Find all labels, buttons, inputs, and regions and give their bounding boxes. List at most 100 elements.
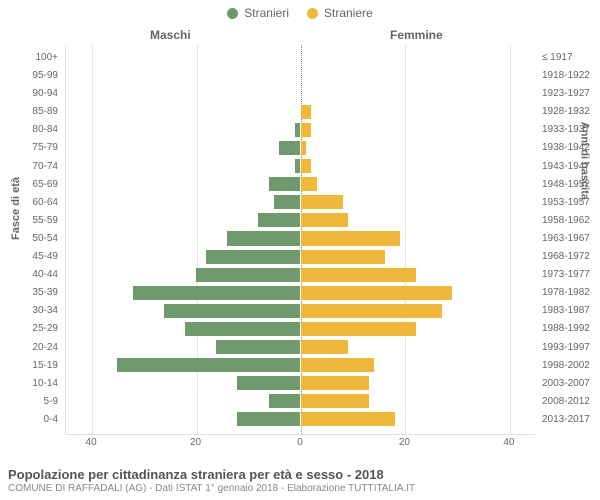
bar-female [301,231,400,245]
y-right-tick: 1948-1952 [538,176,600,194]
y-left-tick: 55-59 [0,212,62,230]
bar-male [269,394,300,408]
y-right-tick: 1918-1922 [538,67,600,85]
chart-container: Stranieri Straniere Maschi Femmine Fasce… [0,0,600,500]
pyramid-row [66,284,535,302]
bar-female [301,376,369,390]
pyramid-row [66,375,535,393]
pyramid-row [66,85,535,103]
bar-male [133,286,300,300]
y-right-tick: 1943-1947 [538,158,600,176]
bar-male [269,177,300,191]
bar-male [216,340,300,354]
y-left-tick: 70-74 [0,158,62,176]
x-tick-label: 0 [297,437,303,448]
bar-female [301,412,395,426]
bar-male [237,412,300,426]
y-right-tick: 1968-1972 [538,248,600,266]
bar-female [301,195,343,209]
y-right-tick: 1978-1982 [538,284,600,302]
pyramid-row [66,411,535,429]
pyramid-row [66,67,535,85]
pyramid-row [66,158,535,176]
bar-male [295,123,300,137]
bar-female [301,322,416,336]
legend-item-male: Stranieri [227,6,289,20]
footer: Popolazione per cittadinanza straniera p… [8,467,592,494]
y-right-tick: 1923-1927 [538,85,600,103]
x-tick-label: 40 [503,437,514,448]
pyramid-row [66,357,535,375]
y-left-tick: 100+ [0,49,62,67]
pyramid-row [66,339,535,357]
plot-area [65,45,535,435]
y-left-tick: 90-94 [0,85,62,103]
pyramid-row [66,139,535,157]
bar-female [301,213,348,227]
y-left-tick: 40-44 [0,266,62,284]
y-axis-left-ticks: 100+95-9990-9485-8980-8475-7970-7465-696… [0,45,62,435]
legend-item-female: Straniere [307,6,373,20]
bar-female [301,304,442,318]
bar-male [196,268,300,282]
bar-female [301,394,369,408]
y-right-tick: 2008-2012 [538,393,600,411]
y-left-tick: 50-54 [0,230,62,248]
y-left-tick: 25-29 [0,320,62,338]
legend-label-female: Straniere [324,6,373,20]
y-right-tick: 1938-1942 [538,139,600,157]
y-left-tick: 35-39 [0,284,62,302]
y-left-tick: 30-34 [0,302,62,320]
bar-male [117,358,300,372]
y-left-tick: 65-69 [0,176,62,194]
legend-swatch-male [227,8,238,19]
bar-female [301,358,374,372]
y-right-tick: 1958-1962 [538,212,600,230]
y-left-tick: 45-49 [0,248,62,266]
bar-female [301,250,385,264]
y-right-tick: 1998-2002 [538,357,600,375]
y-left-tick: 85-89 [0,103,62,121]
pyramid-row [66,248,535,266]
bar-male [164,304,300,318]
y-left-tick: 15-19 [0,357,62,375]
bar-female [301,123,311,137]
y-left-tick: 0-4 [0,411,62,429]
x-tick-label: 20 [399,437,410,448]
bar-male [274,195,300,209]
x-tick-label: 20 [190,437,201,448]
y-right-tick: 1983-1987 [538,302,600,320]
pyramid-row [66,266,535,284]
header-female: Femmine [390,28,443,42]
pyramid-row [66,320,535,338]
y-right-tick: 1988-1992 [538,320,600,338]
bar-female [301,105,311,119]
bar-female [301,340,348,354]
bar-female [301,141,306,155]
y-right-tick: 1993-1997 [538,339,600,357]
bar-male [279,141,300,155]
pyramid-row [66,49,535,67]
y-left-tick: 20-24 [0,339,62,357]
pyramid-row [66,194,535,212]
bar-female [301,268,416,282]
y-left-tick: 75-79 [0,139,62,157]
y-right-tick: 1953-1957 [538,194,600,212]
bar-male [206,250,300,264]
y-left-tick: 10-14 [0,375,62,393]
pyramid-row [66,176,535,194]
bar-male [227,231,300,245]
bar-male [237,376,300,390]
pyramid-row [66,302,535,320]
bar-female [301,286,452,300]
y-axis-right-ticks: ≤ 19171918-19221923-19271928-19321933-19… [538,45,600,435]
pyramid-row [66,121,535,139]
chart-subtitle: COMUNE DI RAFFADALI (AG) - Dati ISTAT 1°… [8,483,592,494]
y-right-tick: 2003-2007 [538,375,600,393]
header-male: Maschi [150,28,191,42]
y-left-tick: 60-64 [0,194,62,212]
legend: Stranieri Straniere [0,0,600,20]
y-left-tick: 5-9 [0,393,62,411]
legend-label-male: Stranieri [244,6,289,20]
pyramid-row [66,103,535,121]
